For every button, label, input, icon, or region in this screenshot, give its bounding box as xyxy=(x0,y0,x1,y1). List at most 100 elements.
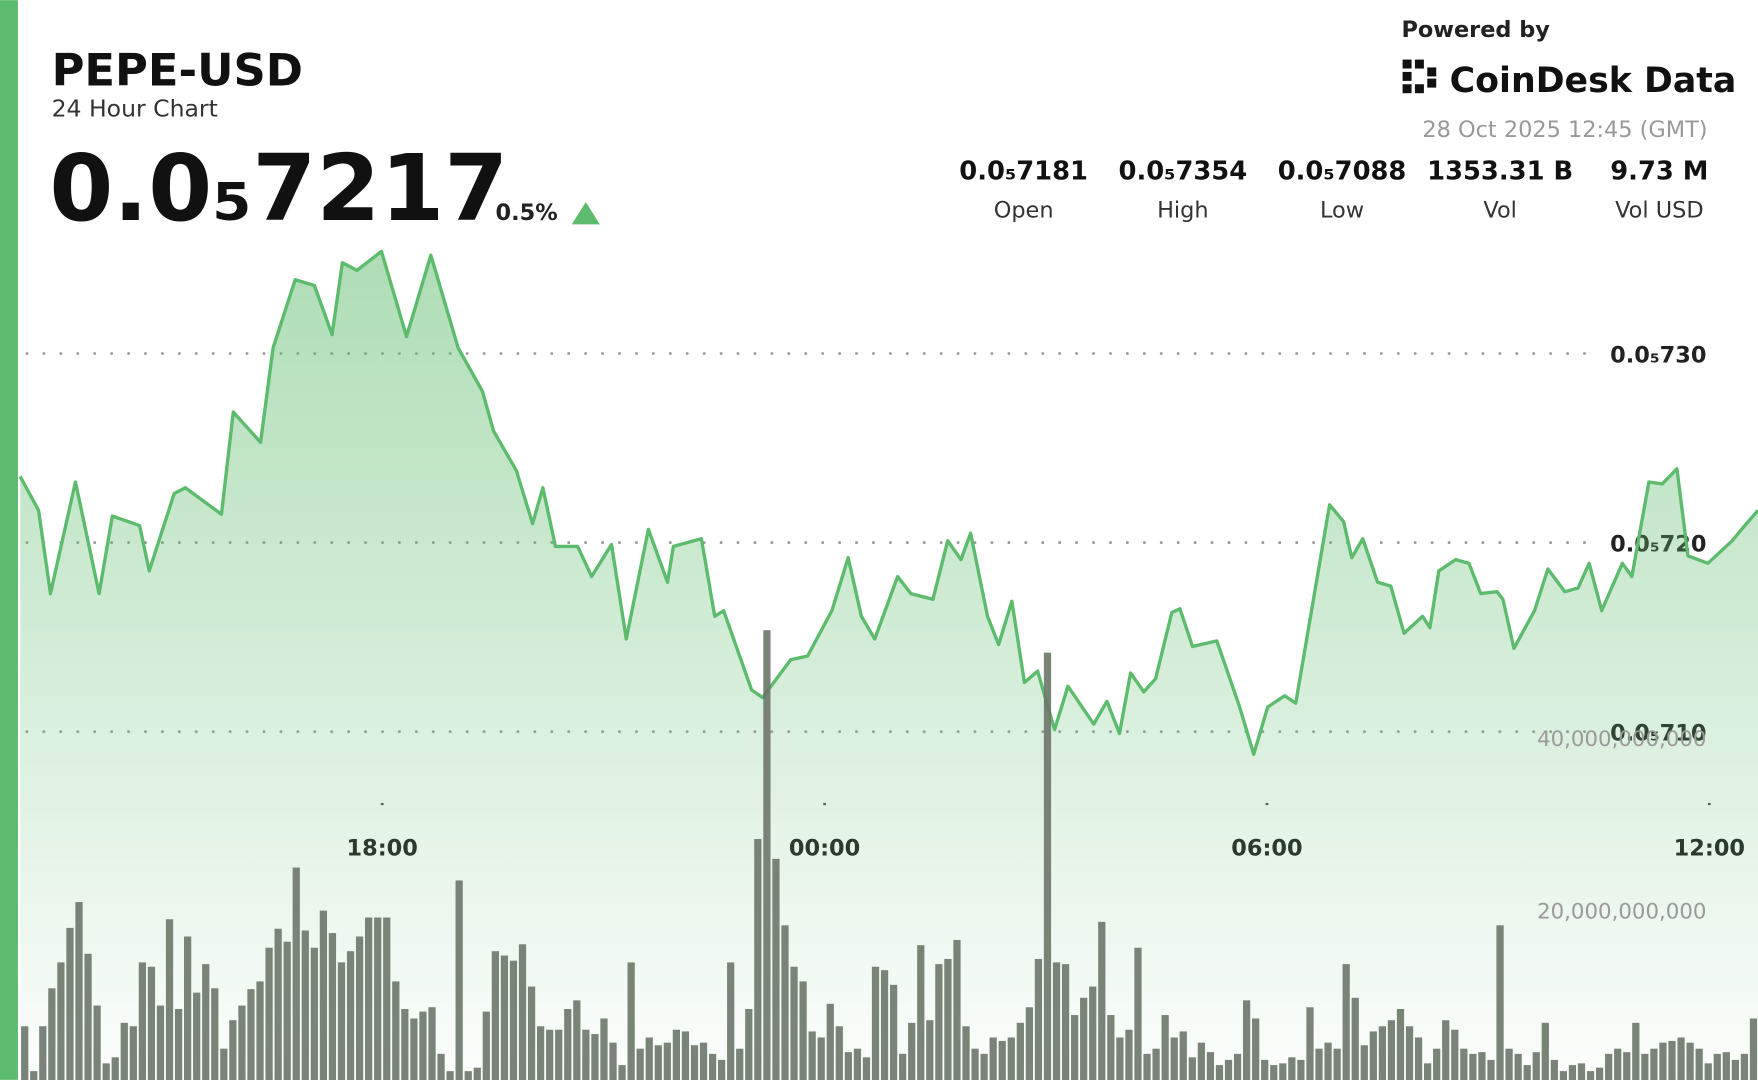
volume-bar xyxy=(374,917,382,1080)
volume-bar xyxy=(256,981,264,1080)
volume-bar xyxy=(1351,997,1359,1080)
volume-bar xyxy=(880,970,889,1080)
volume-bar xyxy=(1532,1052,1540,1080)
volume-bar xyxy=(464,1071,472,1080)
volume-bar xyxy=(1197,1042,1205,1080)
volume-bar xyxy=(247,989,255,1080)
volume-bar xyxy=(1505,1048,1513,1080)
volume-bar xyxy=(1152,1048,1160,1080)
volume-bar xyxy=(1034,958,1043,1080)
volume-bar xyxy=(736,1048,744,1080)
volume-bar xyxy=(1378,1026,1386,1080)
volume-bar xyxy=(636,1048,644,1080)
volume-bar xyxy=(1233,1053,1242,1080)
volume-bar xyxy=(482,1011,490,1080)
volume-bar xyxy=(672,1029,681,1080)
volume-bar xyxy=(165,919,174,1080)
volume-bar xyxy=(1134,947,1142,1080)
volume-bar xyxy=(500,955,509,1080)
volume-bar xyxy=(1016,1022,1024,1080)
volume-bar xyxy=(663,1042,671,1080)
volume-bar xyxy=(727,962,735,1080)
powered-by: Powered by xyxy=(1401,17,1550,43)
volume-bar xyxy=(627,962,635,1080)
volume-bar xyxy=(1306,1007,1314,1080)
volume-bar xyxy=(917,945,925,1080)
volume-bar xyxy=(998,1040,1006,1080)
accent-bar xyxy=(0,0,18,1080)
volume-bar xyxy=(410,1018,418,1080)
volume-bar xyxy=(1595,1067,1604,1080)
volume-bar xyxy=(1387,1020,1396,1080)
volume-bar xyxy=(184,936,192,1080)
volume-bar xyxy=(1559,1071,1568,1080)
stat-label: High xyxy=(1157,198,1208,224)
volume-bar xyxy=(156,1005,165,1080)
volume-bar xyxy=(211,988,219,1080)
volume-bar xyxy=(808,1031,816,1080)
volume-bar xyxy=(844,1052,852,1080)
volume-bar xyxy=(1614,1048,1622,1080)
volume-bar xyxy=(1541,1022,1549,1080)
volume-bar xyxy=(871,966,880,1080)
volume-bar xyxy=(1288,1057,1296,1080)
volume-bar xyxy=(419,1011,427,1080)
volume-bar xyxy=(781,925,789,1080)
timestamp: 28 Oct 2025 12:45 (GMT) xyxy=(1422,117,1707,143)
up-arrow xyxy=(571,201,600,225)
change: 0.5% xyxy=(496,200,558,226)
volume-bar xyxy=(654,1045,662,1080)
volume-bar xyxy=(337,962,346,1080)
volume-bar xyxy=(1659,1042,1667,1080)
volume-bar xyxy=(319,910,328,1080)
volume-bar xyxy=(129,1026,137,1080)
volume-bar xyxy=(1342,964,1350,1080)
volume-bar xyxy=(790,966,798,1080)
volume-bar xyxy=(1414,1037,1423,1080)
volume-bar xyxy=(971,1048,979,1080)
volume-bar xyxy=(1442,1020,1450,1080)
volume-bar xyxy=(1297,1059,1305,1080)
volume-bar xyxy=(1568,1065,1577,1080)
volume-bar xyxy=(708,1053,717,1080)
volume-bar xyxy=(1424,1063,1432,1080)
volume-bar xyxy=(1478,1052,1486,1080)
volume-bar xyxy=(1089,986,1097,1080)
volume-bar xyxy=(935,964,943,1080)
volume-bar xyxy=(1586,1071,1595,1080)
volume-bar xyxy=(582,1029,590,1080)
volume-bar xyxy=(193,992,201,1080)
volume-bar xyxy=(274,928,282,1080)
volume-bar xyxy=(772,858,780,1080)
volume-bar xyxy=(600,1018,608,1080)
volume-bar xyxy=(555,1029,563,1080)
stat-label: Low xyxy=(1320,198,1364,224)
y2-tick-label: 20,000,000,000 xyxy=(1537,899,1706,924)
volume-bar xyxy=(428,1007,436,1080)
volume-bar xyxy=(1206,1052,1215,1080)
volume-bar xyxy=(265,947,273,1080)
volume-bar xyxy=(609,1042,617,1080)
volume-bar xyxy=(1007,1037,1015,1080)
volume-bar xyxy=(174,1009,183,1080)
volume-bar xyxy=(1116,1037,1124,1080)
volume-bar xyxy=(527,986,536,1080)
volume-bar xyxy=(437,1053,445,1080)
stat-label: Vol USD xyxy=(1615,198,1704,224)
volume-bar xyxy=(718,1059,726,1080)
volume-bar xyxy=(1170,1037,1178,1080)
volume-bar xyxy=(953,939,961,1080)
volume-bar xyxy=(835,1026,843,1080)
volume-bar xyxy=(1632,1022,1640,1080)
volume-bar xyxy=(1550,1059,1558,1080)
volume-bar xyxy=(392,981,400,1080)
volume-bar xyxy=(1261,1059,1269,1080)
volume-bar xyxy=(229,1020,237,1080)
volume-bar xyxy=(39,1026,47,1080)
volume-bar xyxy=(853,1048,862,1080)
volume-bar xyxy=(862,1057,871,1080)
volume-bar xyxy=(283,941,291,1080)
volume-bar xyxy=(1677,1037,1685,1080)
